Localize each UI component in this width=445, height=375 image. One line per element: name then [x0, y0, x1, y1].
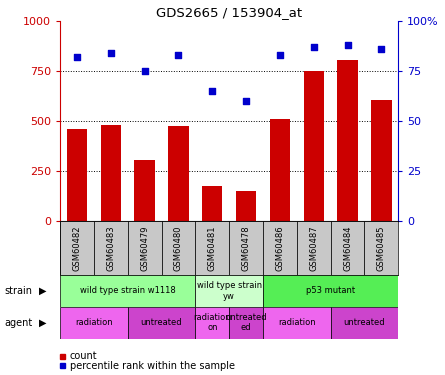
Text: radiation
on: radiation on	[194, 313, 231, 332]
Bar	[94, 221, 128, 275]
Bar	[162, 221, 195, 275]
Bar	[263, 307, 331, 339]
Text: GSM60484: GSM60484	[343, 225, 352, 271]
Text: GSM60478: GSM60478	[242, 225, 251, 271]
Point	[73, 54, 81, 60]
Point	[141, 68, 148, 74]
Text: percentile rank within the sample: percentile rank within the sample	[70, 361, 235, 370]
Text: wild type strain w1118: wild type strain w1118	[80, 286, 176, 296]
Text: count: count	[70, 351, 97, 361]
Bar	[101, 125, 121, 221]
Point	[175, 52, 182, 58]
Point	[243, 98, 250, 104]
Bar	[297, 221, 331, 275]
Bar	[263, 221, 297, 275]
Point	[378, 46, 385, 52]
Bar	[195, 307, 229, 339]
Bar	[60, 221, 94, 275]
Bar	[195, 275, 263, 307]
Text: ▶: ▶	[39, 286, 47, 296]
Text: ▶: ▶	[39, 318, 47, 328]
Point	[107, 50, 114, 56]
Bar	[263, 275, 398, 307]
Text: p53 mutant: p53 mutant	[306, 286, 355, 296]
Bar	[229, 221, 263, 275]
Text: GSM60479: GSM60479	[140, 225, 149, 271]
Bar	[168, 126, 189, 221]
Text: wild type strain
yw: wild type strain yw	[197, 281, 262, 300]
Text: GSM60482: GSM60482	[73, 225, 81, 271]
Bar	[202, 186, 222, 221]
Text: untreated: untreated	[141, 318, 182, 327]
Bar	[134, 160, 155, 221]
Text: radiation: radiation	[75, 318, 113, 327]
Bar	[229, 307, 263, 339]
Text: GSM60487: GSM60487	[309, 225, 318, 271]
Text: radiation: radiation	[278, 318, 316, 327]
Point	[276, 52, 283, 58]
Bar	[128, 307, 195, 339]
Text: untreated
ed: untreated ed	[225, 313, 267, 332]
Bar	[128, 221, 162, 275]
Bar	[60, 275, 195, 307]
Text: strain: strain	[4, 286, 32, 296]
Bar	[60, 307, 128, 339]
Point	[209, 88, 216, 94]
Text: GSM60481: GSM60481	[208, 225, 217, 271]
Text: GSM60480: GSM60480	[174, 225, 183, 271]
Bar	[195, 221, 229, 275]
Text: GSM60486: GSM60486	[275, 225, 284, 271]
Bar	[371, 100, 392, 221]
Text: GSM60485: GSM60485	[377, 225, 386, 271]
Point	[310, 44, 317, 50]
Text: agent: agent	[4, 318, 32, 328]
Text: GSM60483: GSM60483	[106, 225, 115, 271]
Title: GDS2665 / 153904_at: GDS2665 / 153904_at	[156, 6, 302, 20]
Bar	[331, 307, 398, 339]
Bar	[303, 71, 324, 221]
Bar	[337, 60, 358, 221]
Bar	[67, 129, 87, 221]
Point	[344, 42, 351, 48]
Bar	[270, 119, 290, 221]
Text: untreated: untreated	[344, 318, 385, 327]
Bar	[236, 191, 256, 221]
Bar	[331, 221, 364, 275]
Bar	[364, 221, 398, 275]
